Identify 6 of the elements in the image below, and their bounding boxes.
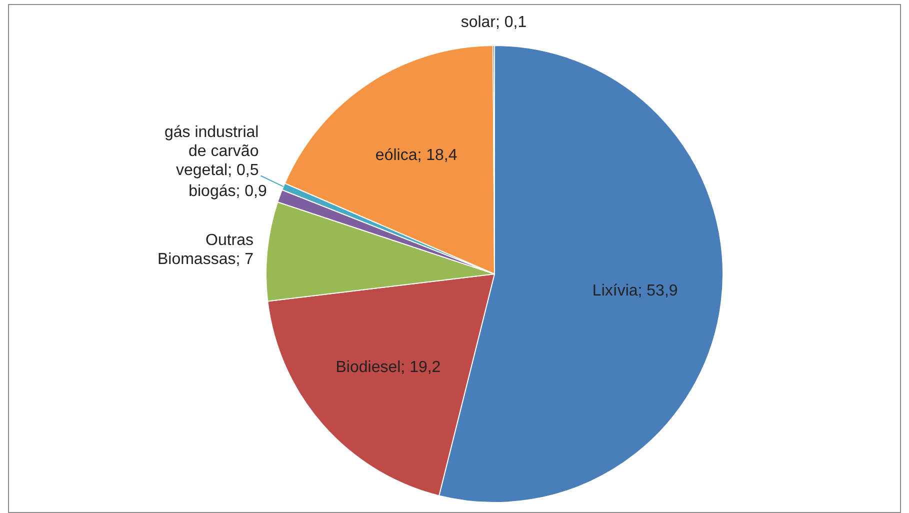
slice-label: Outras Biomassas; 7 (157, 232, 254, 268)
slice-label: biogás; 0,9 (188, 183, 267, 200)
slice-label: eólica; 18,4 (375, 147, 458, 164)
slice-label: Lixívia; 53,9 (592, 282, 678, 300)
slice-label: Biodiesel; 19,2 (336, 359, 441, 376)
slice-label: solar; 0,1 (460, 14, 527, 32)
